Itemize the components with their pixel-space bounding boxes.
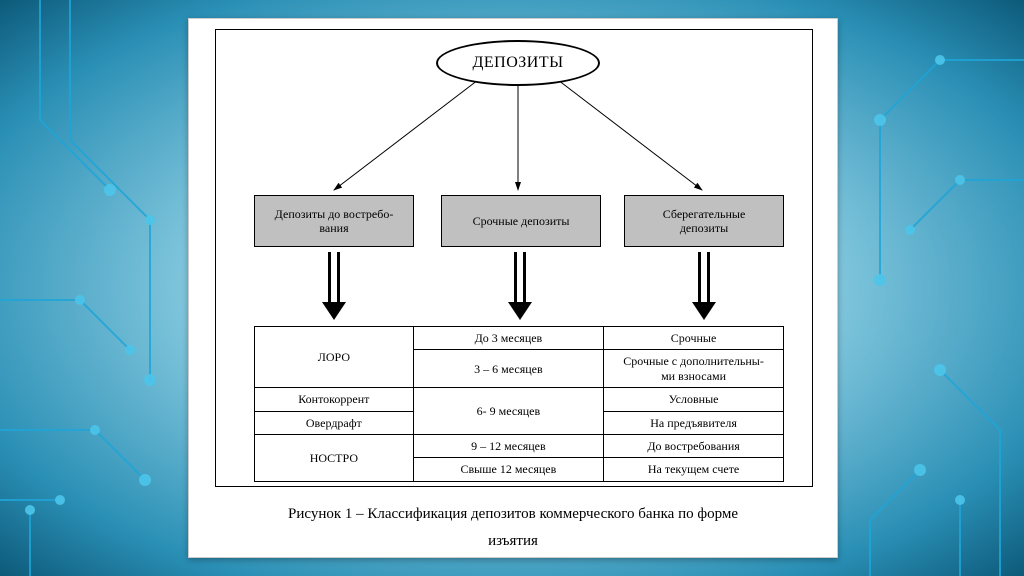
figure-caption: Рисунок 1 – Классификация депозитов комм… xyxy=(189,501,837,555)
table-cell: Овердрафт xyxy=(255,411,414,434)
category-box-2: Срочные депозиты xyxy=(441,195,601,247)
classification-table: ЛОРОДо 3 месяцевСрочные3 – 6 месяцевСроч… xyxy=(254,326,784,482)
table-cell: 9 – 12 месяцев xyxy=(413,434,603,457)
table-cell: 6- 9 месяцев xyxy=(413,388,603,435)
table-cell: 3 – 6 месяцев xyxy=(413,350,603,388)
category-label: Сберегательные депозиты xyxy=(663,207,746,236)
root-node: ДЕПОЗИТЫ xyxy=(436,40,600,86)
table-cell: На предъявителя xyxy=(604,411,784,434)
category-box-1: Депозиты до востребо- вания xyxy=(254,195,414,247)
table-cell: Срочные xyxy=(604,327,784,350)
caption-line2: изъятия xyxy=(189,528,837,555)
diagram-frame: ДЕПОЗИТЫ Депозиты до востребо- вания Сро… xyxy=(215,29,813,487)
caption-line1: Рисунок 1 – Классификация депозитов комм… xyxy=(189,501,837,528)
category-label: Срочные депозиты xyxy=(473,214,570,228)
table-cell: На текущем счете xyxy=(604,458,784,481)
category-label: Депозиты до востребо- вания xyxy=(275,207,394,236)
table-cell: До востребования xyxy=(604,434,784,457)
table-row: НОСТРО9 – 12 месяцевДо востребования xyxy=(255,434,784,457)
diagram-panel: ДЕПОЗИТЫ Депозиты до востребо- вания Сро… xyxy=(188,18,838,558)
table-cell: До 3 месяцев xyxy=(413,327,603,350)
table-row: Контокоррент6- 9 месяцевУсловные xyxy=(255,388,784,411)
table-cell: Свыше 12 месяцев xyxy=(413,458,603,481)
table-cell: Условные xyxy=(604,388,784,411)
table-cell: Контокоррент xyxy=(255,388,414,411)
root-label: ДЕПОЗИТЫ xyxy=(472,54,563,72)
table-cell: НОСТРО xyxy=(255,434,414,481)
table-cell: ЛОРО xyxy=(255,327,414,388)
table-cell: Срочные с дополнительны- ми взносами xyxy=(604,350,784,388)
category-box-3: Сберегательные депозиты xyxy=(624,195,784,247)
table-row: ЛОРОДо 3 месяцевСрочные xyxy=(255,327,784,350)
